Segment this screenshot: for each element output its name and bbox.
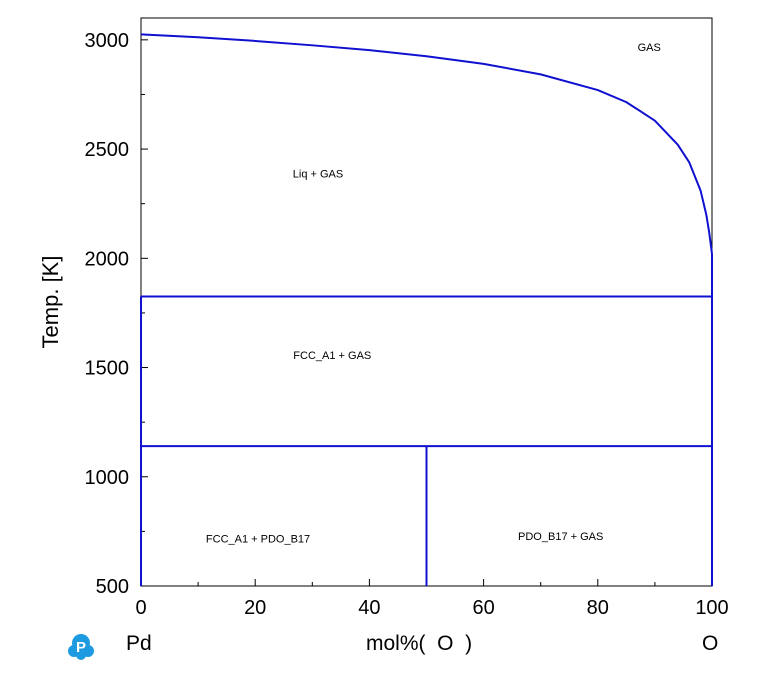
y-tick-label: 2000 <box>85 248 130 270</box>
y-tick-label: 2500 <box>85 139 130 161</box>
composition-axis-label: mol%( O ) <box>366 632 473 655</box>
region-label: FCC_A1 + PDO_B17 <box>206 533 310 545</box>
region-labels: GAS Liq + GAS FCC_A1 + GAS FCC_A1 + PDO_B17… <box>206 42 661 546</box>
x-tick-label: 40 <box>358 597 380 619</box>
region-label: PDO_B17 + GAS <box>518 531 603 543</box>
axes: Temp. [K] <box>38 17 713 587</box>
axis-ticks: 0 20 40 60 80 100 500 1000 1500 2000 2500 3000 <box>85 30 729 619</box>
region-label: Liq + GAS <box>293 168 343 180</box>
y-tick-label: 3000 <box>85 30 130 52</box>
y-tick-label: 1000 <box>85 467 130 489</box>
left-element-label: Pd <box>126 632 152 655</box>
x-tick-label: 20 <box>244 597 266 619</box>
logo-circle <box>76 650 86 660</box>
y-axis-title: Temp. [K] <box>38 256 63 349</box>
y-tick-label: 1500 <box>85 358 130 380</box>
x-tick-label: 80 <box>587 597 609 619</box>
right-element-label: O <box>702 632 719 655</box>
region-label: GAS <box>638 42 661 54</box>
phase-boundaries <box>140 33 713 586</box>
phase-boundary-line-1 <box>140 33 713 255</box>
region-label: FCC_A1 + GAS <box>293 350 371 362</box>
x-tick-label: 100 <box>695 597 728 619</box>
pandat-logo-icon: P <box>66 631 96 666</box>
x-tick-label: 60 <box>472 597 494 619</box>
logo-letter: P <box>76 639 86 656</box>
y-tick-label: 500 <box>96 576 129 598</box>
x-tick-label: 0 <box>135 597 146 619</box>
